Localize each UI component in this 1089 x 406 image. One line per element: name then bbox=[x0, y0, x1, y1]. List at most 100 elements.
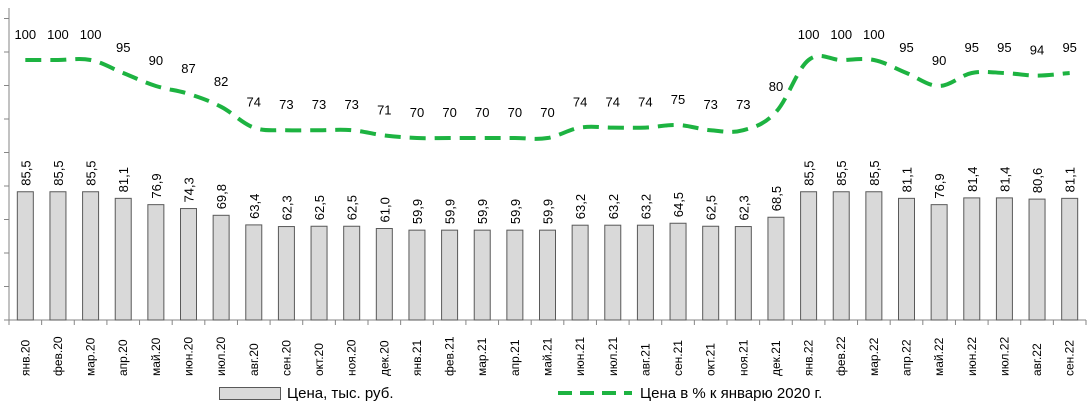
x-tick-label: июл.22 bbox=[997, 337, 1011, 376]
line-data-label: 73 bbox=[736, 97, 750, 112]
bar-data-label: 85,5 bbox=[51, 160, 66, 185]
line-data-label: 95 bbox=[965, 40, 979, 55]
bar bbox=[376, 229, 392, 321]
line-data-label: 74 bbox=[573, 95, 587, 110]
x-tick-label: янв.21 bbox=[410, 339, 424, 376]
line-data-label: 100 bbox=[863, 27, 885, 42]
bar-data-label: 76,9 bbox=[932, 173, 947, 198]
line-data-label: 70 bbox=[540, 105, 554, 120]
x-tick-label: июн.21 bbox=[573, 337, 587, 376]
bar-data-label: 85,5 bbox=[834, 160, 849, 185]
bar-data-label: 62,5 bbox=[345, 195, 360, 220]
x-tick-label: май.20 bbox=[149, 337, 163, 376]
legend-item-percent: Цена в % к январю 2020 г. bbox=[558, 383, 822, 403]
line-data-label: 100 bbox=[47, 27, 69, 42]
x-tick-label: май.22 bbox=[932, 337, 946, 376]
bar-data-label: 59,9 bbox=[541, 199, 556, 224]
bar bbox=[931, 205, 947, 320]
line-data-label: 74 bbox=[247, 95, 261, 110]
bar-data-label: 80,6 bbox=[1030, 168, 1045, 193]
bar-data-label: 81,1 bbox=[1063, 167, 1078, 192]
line-data-label: 70 bbox=[410, 105, 424, 120]
bar bbox=[246, 225, 262, 320]
x-tick-label: апр.21 bbox=[508, 339, 522, 376]
x-tick-label: мар.22 bbox=[867, 337, 881, 376]
bar bbox=[833, 192, 849, 320]
line-data-label: 70 bbox=[508, 105, 522, 120]
bar-data-label: 59,9 bbox=[508, 199, 523, 224]
line-data-label: 73 bbox=[703, 97, 717, 112]
bar-data-label: 85,5 bbox=[18, 160, 33, 185]
x-tick-label: авг.20 bbox=[247, 343, 261, 376]
bar bbox=[964, 198, 980, 320]
line-data-label: 70 bbox=[475, 105, 489, 120]
bar bbox=[670, 223, 686, 320]
bar bbox=[637, 225, 653, 320]
bar bbox=[1029, 199, 1045, 320]
line-data-label: 95 bbox=[997, 40, 1011, 55]
x-tick-label: сен.20 bbox=[279, 340, 293, 376]
bar-data-label: 85,5 bbox=[867, 160, 882, 185]
line-data-label: 95 bbox=[899, 40, 913, 55]
bar-data-label: 81,1 bbox=[116, 167, 131, 192]
x-tick-label: окт.21 bbox=[704, 343, 718, 376]
x-tick-label: сен.22 bbox=[1063, 340, 1077, 376]
x-tick-label: мар.20 bbox=[84, 337, 98, 376]
bar-data-label: 61,0 bbox=[377, 197, 392, 222]
bar-data-label: 62,5 bbox=[312, 195, 327, 220]
bar-data-label: 85,5 bbox=[84, 160, 99, 185]
bar-data-label: 76,9 bbox=[149, 173, 164, 198]
x-tick-label: фев.20 bbox=[51, 336, 65, 376]
legend-item-price: Цена, тыс. руб. bbox=[219, 383, 394, 403]
bar-data-label: 59,9 bbox=[443, 199, 458, 224]
x-tick-label: июн.22 bbox=[965, 337, 979, 376]
line-data-label: 74 bbox=[606, 95, 620, 110]
bar bbox=[474, 230, 490, 320]
x-tick-label: мар.21 bbox=[475, 337, 489, 376]
bar bbox=[996, 198, 1012, 320]
bar-data-label: 64,5 bbox=[671, 192, 686, 217]
x-tick-label: фев.22 bbox=[834, 336, 848, 376]
bar bbox=[344, 226, 360, 320]
x-tick-label: янв.20 bbox=[18, 339, 32, 376]
bar-data-label: 59,9 bbox=[475, 199, 490, 224]
line-data-label: 82 bbox=[214, 74, 228, 89]
x-tick-label: ноя.20 bbox=[345, 339, 359, 376]
legend-swatch-line bbox=[558, 391, 632, 395]
chart-canvas: 85,5 янв.20 85,5 фев.20 85,5 мар.20 81,1 апр.20… bbox=[0, 0, 1089, 380]
bar bbox=[1062, 198, 1078, 320]
bar-data-label: 59,9 bbox=[410, 199, 425, 224]
bar bbox=[735, 227, 751, 320]
line-data-label: 95 bbox=[1062, 40, 1076, 55]
bar-data-label: 62,5 bbox=[704, 195, 719, 220]
line-data-label: 100 bbox=[830, 27, 852, 42]
x-tick-label: фев.21 bbox=[443, 336, 457, 376]
line-data-label: 90 bbox=[149, 53, 163, 68]
line-data-label: 100 bbox=[14, 27, 36, 42]
bar bbox=[83, 192, 99, 320]
bar bbox=[17, 192, 33, 320]
line-data-label: 95 bbox=[116, 40, 130, 55]
bar bbox=[540, 230, 556, 320]
line-data-label: 75 bbox=[671, 92, 685, 107]
x-tick-label: июл.21 bbox=[606, 337, 620, 376]
bar bbox=[311, 226, 327, 320]
line-data-label: 74 bbox=[638, 95, 652, 110]
line-data-label: 100 bbox=[80, 27, 102, 42]
x-tick-label: ноя.21 bbox=[736, 339, 750, 376]
x-tick-label: янв.22 bbox=[802, 339, 816, 376]
bar-data-label: 62,3 bbox=[279, 195, 294, 220]
bar-data-label: 62,3 bbox=[736, 195, 751, 220]
x-tick-label: сен.21 bbox=[671, 340, 685, 376]
bar-data-label: 81,4 bbox=[997, 167, 1012, 192]
bar-data-label: 63,4 bbox=[247, 194, 262, 219]
legend-swatch-bar bbox=[219, 387, 281, 400]
x-tick-label: апр.20 bbox=[116, 339, 130, 376]
bar bbox=[50, 192, 66, 320]
x-tick-label: дек.21 bbox=[769, 340, 783, 376]
bar-data-label: 74,3 bbox=[182, 177, 197, 202]
bar-data-label: 81,1 bbox=[900, 167, 915, 192]
bar-data-label: 68,5 bbox=[769, 186, 784, 211]
bar-data-label: 81,4 bbox=[965, 167, 980, 192]
x-tick-label: май.21 bbox=[541, 337, 555, 376]
